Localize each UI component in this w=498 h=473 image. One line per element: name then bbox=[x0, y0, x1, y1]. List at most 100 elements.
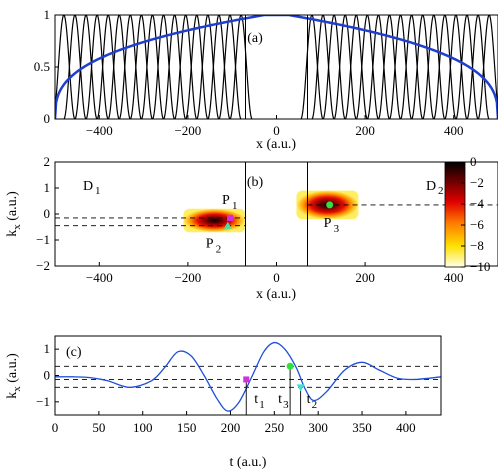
basis-function-line bbox=[163, 15, 187, 119]
point-label: P bbox=[206, 237, 214, 252]
panel-c-xlabel: t (a.u.) bbox=[230, 455, 267, 470]
point-marker bbox=[326, 201, 334, 209]
svg-text:D: D bbox=[426, 179, 436, 194]
point-label-subscript: 1 bbox=[232, 200, 238, 212]
basis-function-line bbox=[96, 15, 120, 119]
mask-curve-line bbox=[55, 15, 498, 119]
panel-a-xlabel: x (a.u.) bbox=[256, 137, 296, 152]
basis-function-line bbox=[455, 15, 479, 119]
y-tick-label: −1 bbox=[36, 232, 50, 247]
x-tick-label: 350 bbox=[352, 420, 372, 435]
x-tick-label: 50 bbox=[92, 420, 105, 435]
x-tick-label: −400 bbox=[86, 270, 113, 285]
basis-function-line bbox=[355, 15, 379, 119]
svg-text:kx (a.u.): kx (a.u.) bbox=[5, 191, 23, 237]
event-label: t bbox=[307, 392, 311, 407]
x-tick-label: 150 bbox=[177, 420, 197, 435]
x-tick-label: 300 bbox=[308, 420, 328, 435]
svg-text:1: 1 bbox=[95, 185, 101, 197]
colorbar-tick-label: −10 bbox=[470, 259, 490, 274]
basis-function-line bbox=[85, 15, 109, 119]
y-tick-label: −2 bbox=[36, 258, 50, 273]
event-label-subscript: 1 bbox=[259, 399, 265, 411]
basis-function-line bbox=[433, 15, 457, 119]
basis-function-line bbox=[174, 15, 198, 119]
density-blob bbox=[183, 208, 246, 233]
colorbar-tick-label: 0 bbox=[470, 154, 477, 169]
basis-function-line bbox=[466, 15, 490, 119]
x-tick-label: 0 bbox=[273, 123, 280, 138]
point-marker bbox=[223, 221, 232, 229]
basis-function-line bbox=[311, 15, 335, 119]
point-label: P bbox=[324, 216, 332, 231]
basis-function-line bbox=[152, 15, 176, 119]
x-tick-label: 0 bbox=[273, 270, 280, 285]
basis-function-line bbox=[400, 15, 424, 119]
panel-a-label: (a) bbox=[247, 31, 263, 46]
colorbar-tick-label: −6 bbox=[470, 217, 484, 232]
basis-function-line bbox=[322, 15, 346, 119]
event-marker bbox=[286, 362, 294, 370]
x-tick-label: 200 bbox=[355, 123, 375, 138]
point-marker bbox=[226, 214, 233, 221]
basis-function-line bbox=[377, 15, 401, 119]
basis-function-line bbox=[140, 15, 164, 119]
basis-function-line bbox=[218, 15, 242, 119]
basis-function-line bbox=[333, 15, 357, 119]
panel-a: (a) −400 −200 0 200 400 0 0.5 1 x (a.u.) bbox=[34, 7, 498, 152]
basis-function-line bbox=[74, 15, 98, 119]
basis-function-line bbox=[55, 15, 76, 119]
svg-text:2: 2 bbox=[438, 185, 444, 197]
event-marker bbox=[296, 384, 305, 392]
x-tick-label: −200 bbox=[174, 270, 201, 285]
panel-c-label: (c) bbox=[66, 345, 82, 360]
y-tick-label: −1 bbox=[36, 394, 50, 409]
kx-trajectory-line bbox=[55, 341, 441, 412]
y-tick-label: 2 bbox=[44, 154, 51, 169]
basis-function-line bbox=[118, 15, 142, 119]
panel-b-frame bbox=[54, 161, 498, 267]
svg-text:D: D bbox=[83, 179, 93, 194]
panel-c-ylabel: kx (a.u.) bbox=[5, 353, 23, 399]
basis-function-line bbox=[107, 15, 131, 119]
basis-function-line bbox=[129, 15, 153, 119]
basis-function-line bbox=[411, 15, 435, 119]
svg-text:kx (a.u.): kx (a.u.) bbox=[5, 353, 23, 399]
x-tick-label: −200 bbox=[174, 123, 201, 138]
x-tick-label: 200 bbox=[355, 270, 375, 285]
region-d2-label: D 2 bbox=[426, 179, 444, 197]
basis-function-line bbox=[344, 15, 368, 119]
x-tick-label: 400 bbox=[444, 270, 464, 285]
event-marker bbox=[243, 376, 250, 383]
panel-b-ylabel: kx (a.u.) bbox=[5, 191, 23, 237]
basis-function-line bbox=[422, 15, 446, 119]
panel-c-frame bbox=[54, 335, 442, 416]
basis-function-line bbox=[389, 15, 413, 119]
event-label-subscript: 3 bbox=[283, 399, 289, 411]
x-tick-label: 400 bbox=[444, 123, 464, 138]
basis-function-line bbox=[366, 15, 390, 119]
basis-function-line bbox=[477, 15, 498, 119]
y-tick-label: 0 bbox=[44, 111, 51, 126]
x-tick-label: 200 bbox=[221, 420, 241, 435]
y-tick-label: 0 bbox=[44, 368, 51, 383]
y-tick-label: 0.5 bbox=[34, 59, 50, 74]
event-label: t bbox=[254, 392, 258, 407]
colorbar-tick-label: −2 bbox=[470, 175, 484, 190]
colorbar-tick-label: −8 bbox=[470, 238, 484, 253]
colorbar bbox=[444, 161, 466, 268]
basis-function-line bbox=[196, 15, 220, 119]
basis-function-line bbox=[300, 15, 324, 119]
y-tick-label: 1 bbox=[44, 180, 51, 195]
point-label: P bbox=[222, 193, 230, 208]
event-label-subscript: 2 bbox=[312, 399, 318, 411]
x-tick-label: −400 bbox=[86, 123, 113, 138]
basis-function-line bbox=[229, 15, 253, 119]
y-tick-label: 0 bbox=[44, 206, 51, 221]
point-label-subscript: 2 bbox=[216, 244, 222, 256]
basis-function-line bbox=[63, 15, 87, 119]
x-tick-label: 0 bbox=[52, 420, 59, 435]
panel-b-label: (b) bbox=[247, 175, 264, 190]
